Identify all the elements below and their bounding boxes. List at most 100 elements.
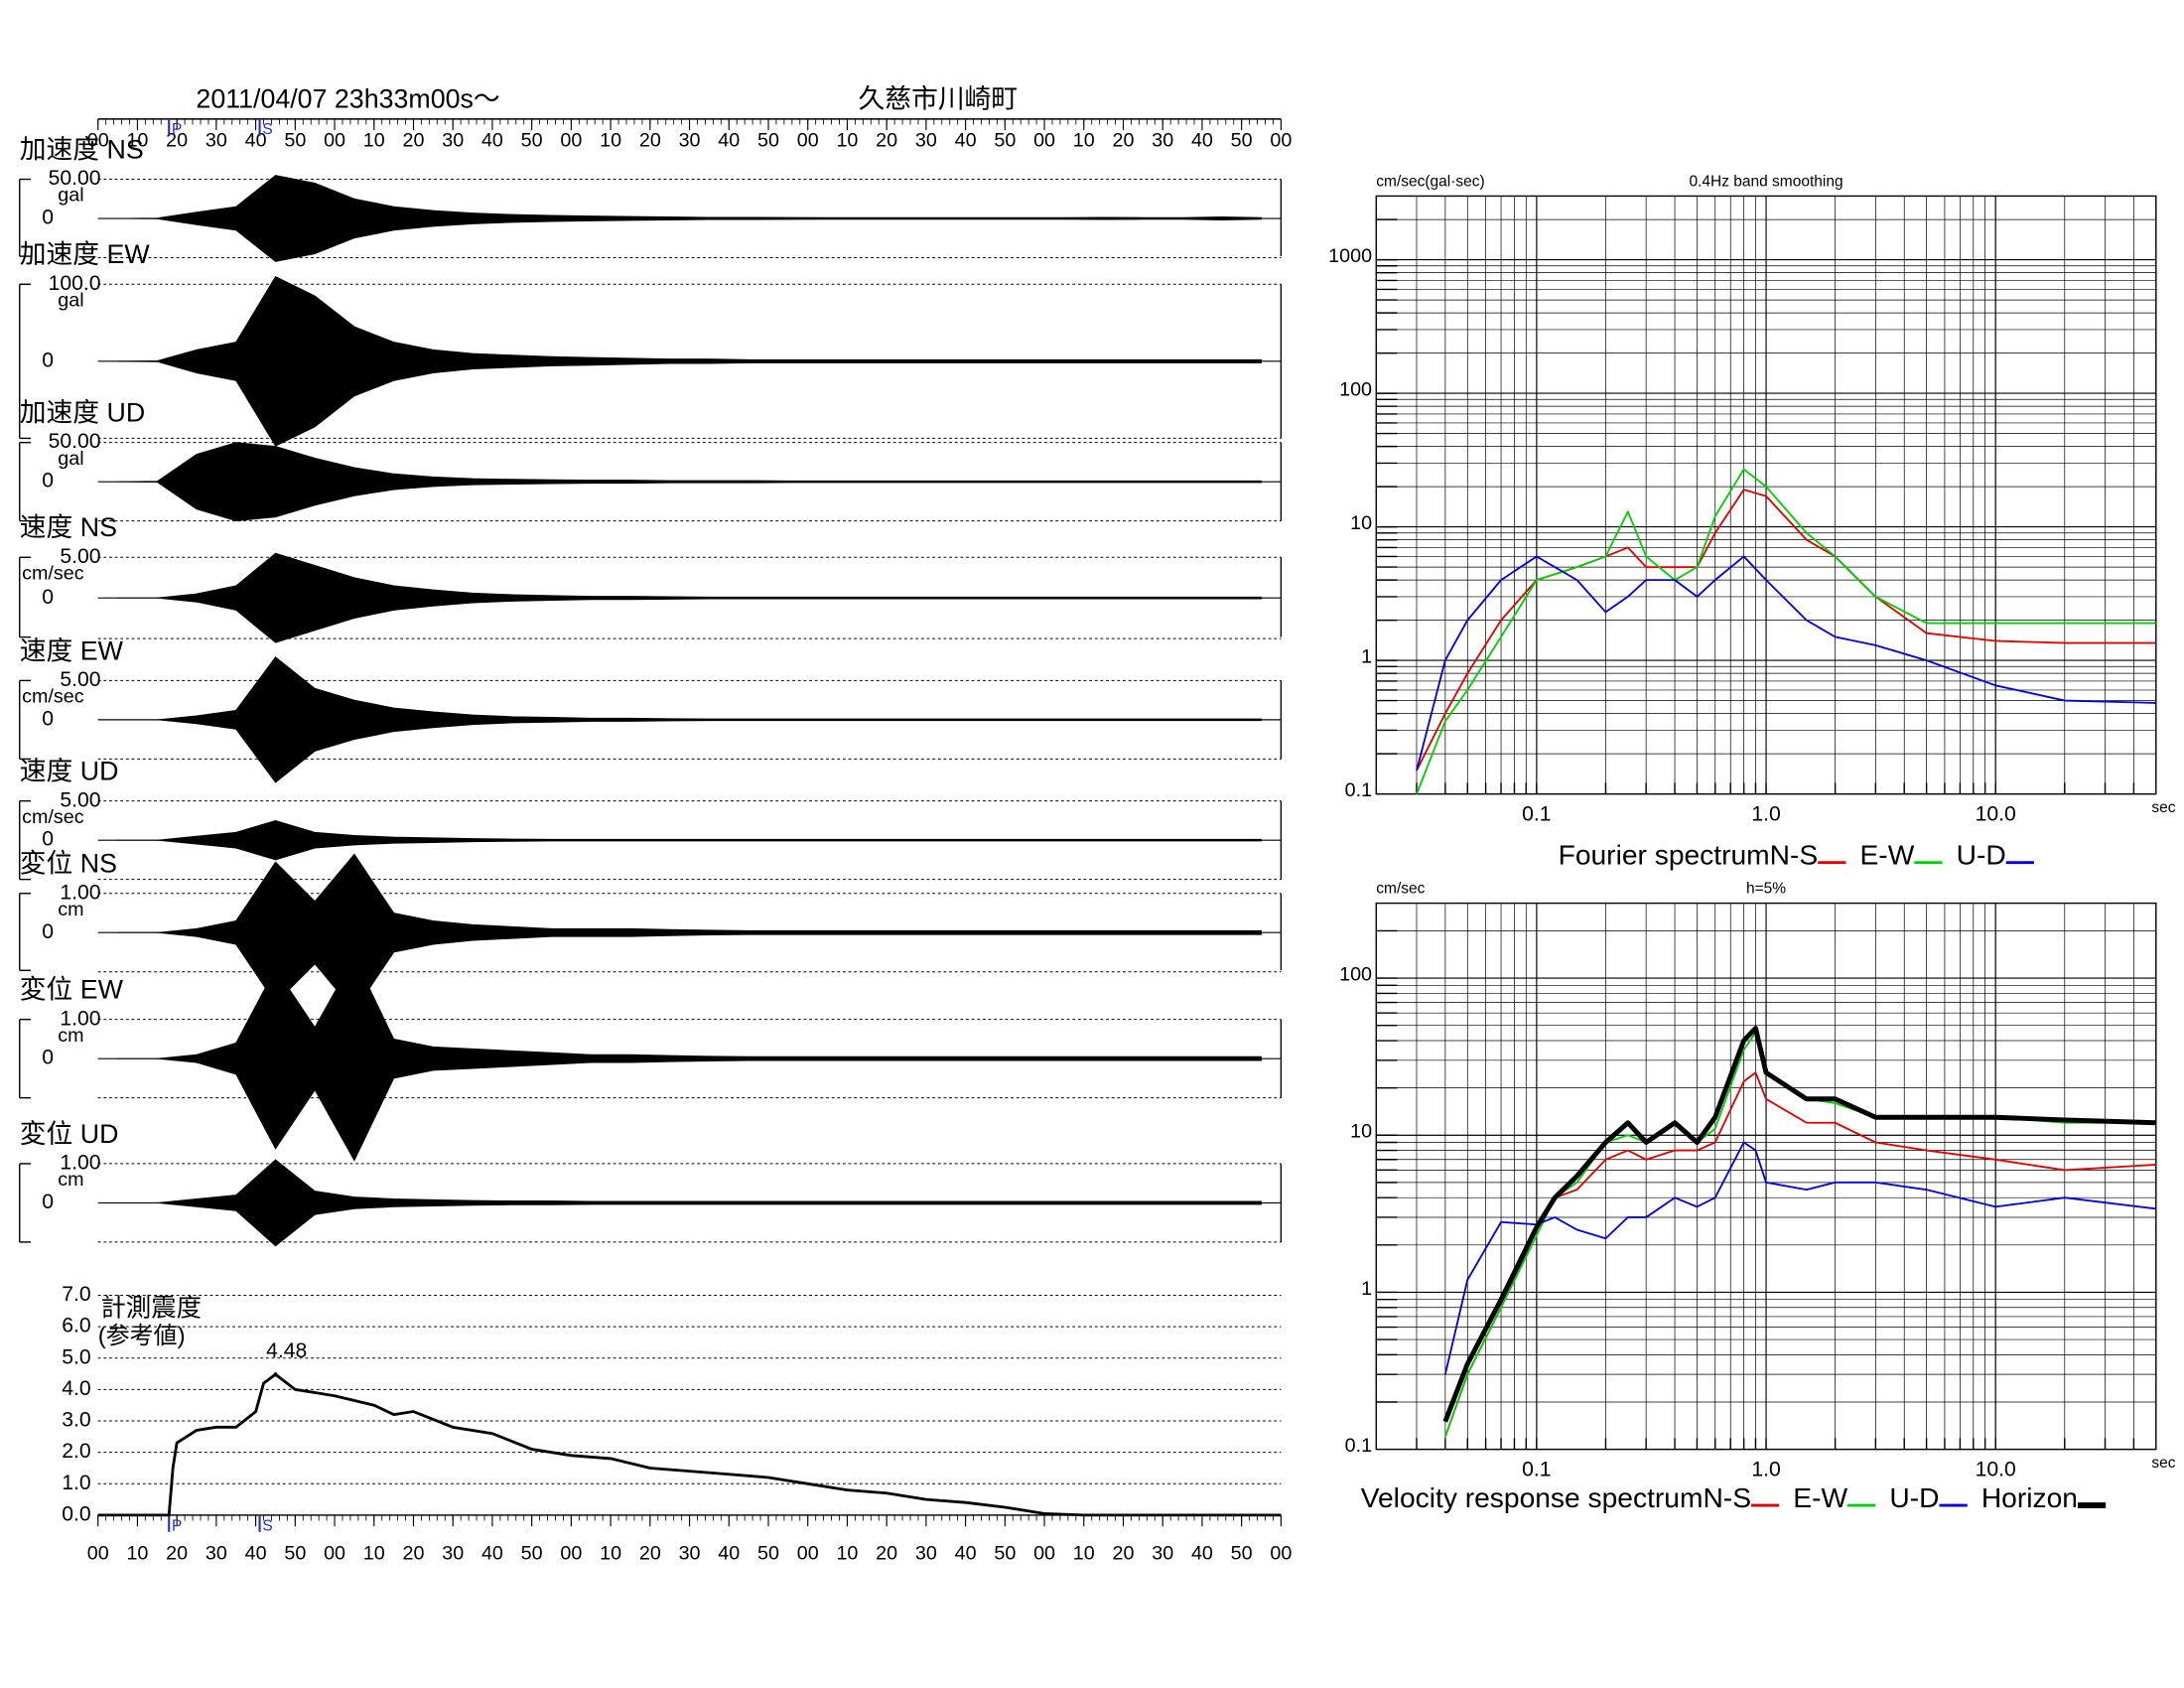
unit-label: cm (58, 1025, 83, 1047)
unit-label: cm (58, 899, 83, 920)
time-tick-label: 00 (560, 130, 582, 152)
time-tick-label: 00 (560, 1543, 582, 1565)
legend-label: N-S (1703, 1481, 1751, 1513)
waveform (117, 275, 1262, 447)
legend-label: Horizon (1981, 1481, 2078, 1513)
time-tick-label: 10 (1073, 130, 1095, 152)
legend-label: U-D (1889, 1481, 1939, 1513)
time-tick-label: 50 (757, 130, 779, 152)
time-tick-label: 30 (205, 130, 227, 152)
trace-title: 速度 UD (20, 757, 119, 786)
series-line (1416, 555, 2156, 772)
trace-title: 速度 EW (20, 635, 124, 665)
chart-title: h=5% (1746, 881, 1786, 898)
time-tick-label: 20 (403, 1543, 425, 1565)
y-tick-label: 5.00 (60, 668, 100, 691)
time-tick-label: 00 (324, 1543, 345, 1565)
y-tick-label: 0.1 (1345, 1435, 1372, 1457)
time-tick-label: 30 (679, 130, 701, 152)
y-tick-label: 5.00 (60, 788, 100, 811)
y-tick-label: 0 (42, 586, 54, 609)
intensity-line (97, 1372, 1282, 1517)
y-tick-label: 100 (1339, 963, 1372, 985)
time-tick-label: 30 (442, 130, 464, 152)
time-tick-label: 20 (403, 130, 425, 152)
time-tick-label: 20 (639, 1543, 661, 1565)
time-tick-label: 00 (797, 130, 819, 152)
time-tick-label: 40 (955, 1543, 977, 1565)
time-tick-label: 20 (639, 130, 661, 152)
unit-label: gal (58, 289, 83, 311)
time-tick-label: 30 (915, 1543, 937, 1565)
y-tick-label: 0.0 (62, 1502, 90, 1525)
y-tick-label: 2.0 (62, 1440, 90, 1463)
trace-title: 加速度 NS (20, 134, 144, 164)
time-tick-label: 10 (126, 1543, 148, 1565)
phase-label: P (172, 1517, 182, 1534)
y-tick-label: 1 (1361, 646, 1372, 668)
time-tick-label: 00 (1033, 130, 1055, 152)
time-tick-label: 40 (718, 130, 740, 152)
waveform (117, 656, 1262, 783)
intensity-subtitle: (参考値) (98, 1323, 186, 1349)
y-tick-label: 4.0 (62, 1377, 90, 1400)
time-tick-label: 50 (994, 1543, 1016, 1565)
time-tick-label: 50 (521, 130, 543, 152)
time-tick-label: 00 (1270, 1543, 1292, 1565)
y-tick-label: 50.00 (49, 167, 101, 190)
peak-marker (273, 1372, 278, 1377)
time-tick-label: 10 (363, 1543, 385, 1565)
time-tick-label: 40 (481, 1543, 503, 1565)
time-tick-label: 40 (1191, 130, 1213, 152)
time-tick-label: 40 (955, 130, 977, 152)
time-tick-label: 50 (1231, 130, 1253, 152)
y-tick-label: 100.0 (49, 272, 101, 295)
waveform (117, 442, 1262, 522)
time-tick-label: 40 (481, 130, 503, 152)
unit-label: cm/sec (22, 562, 84, 584)
time-tick-label: 30 (1152, 1543, 1173, 1565)
unit-label: cm/sec (22, 686, 84, 708)
x-tick-label: 10.0 (1976, 1458, 2016, 1480)
time-tick-label: 00 (87, 1543, 109, 1565)
legend-title: Velocity response spectrum (1361, 1481, 1704, 1513)
time-tick-label: 30 (679, 1543, 701, 1565)
series-line (1416, 468, 2156, 794)
y-tick-label: 0 (42, 1047, 54, 1069)
trace-title: 加速度 EW (20, 239, 151, 269)
waveform (117, 819, 1262, 861)
time-tick-label: 20 (876, 130, 897, 152)
y-tick-label: 0 (42, 207, 54, 229)
y-tick-label: 10 (1350, 512, 1372, 534)
station-name: 久慈市川崎町 (859, 84, 1019, 114)
y-tick-label: 0.1 (1345, 779, 1372, 801)
y-tick-label: 7.0 (62, 1283, 90, 1306)
unit-label: gal (58, 185, 83, 207)
waveform (117, 175, 1262, 262)
waveform (117, 853, 1262, 1012)
trace-title: 変位 NS (20, 849, 117, 879)
legend-label: U-D (1957, 839, 2006, 871)
time-tick-label: 30 (205, 1543, 227, 1565)
unit-label: cm (58, 1169, 83, 1191)
series-line (1443, 1141, 2156, 1375)
time-tick-label: 40 (1191, 1543, 1213, 1565)
time-tick-label: 10 (363, 130, 385, 152)
time-tick-label: 50 (1231, 1543, 1253, 1565)
time-tick-label: 50 (521, 1543, 543, 1565)
legend-label: E-W (1860, 839, 1915, 871)
y-tick-label: 100 (1339, 379, 1372, 401)
peak-label: 4.48 (266, 1339, 307, 1362)
time-tick-label: 20 (1113, 130, 1135, 152)
x-tick-label: 10.0 (1976, 802, 2016, 825)
trace-title: 変位 UD (20, 1119, 119, 1149)
y-tick-label: 0 (42, 1191, 54, 1213)
x-axis-label: sec (2151, 799, 2175, 816)
x-tick-label: 0.1 (1522, 1458, 1551, 1480)
trace-title: 速度 NS (20, 512, 117, 542)
x-tick-label: 1.0 (1751, 1458, 1780, 1480)
x-axis-label: sec (2151, 1455, 2175, 1472)
trace-title: 変位 EW (20, 975, 124, 1005)
time-tick-label: 30 (915, 130, 937, 152)
